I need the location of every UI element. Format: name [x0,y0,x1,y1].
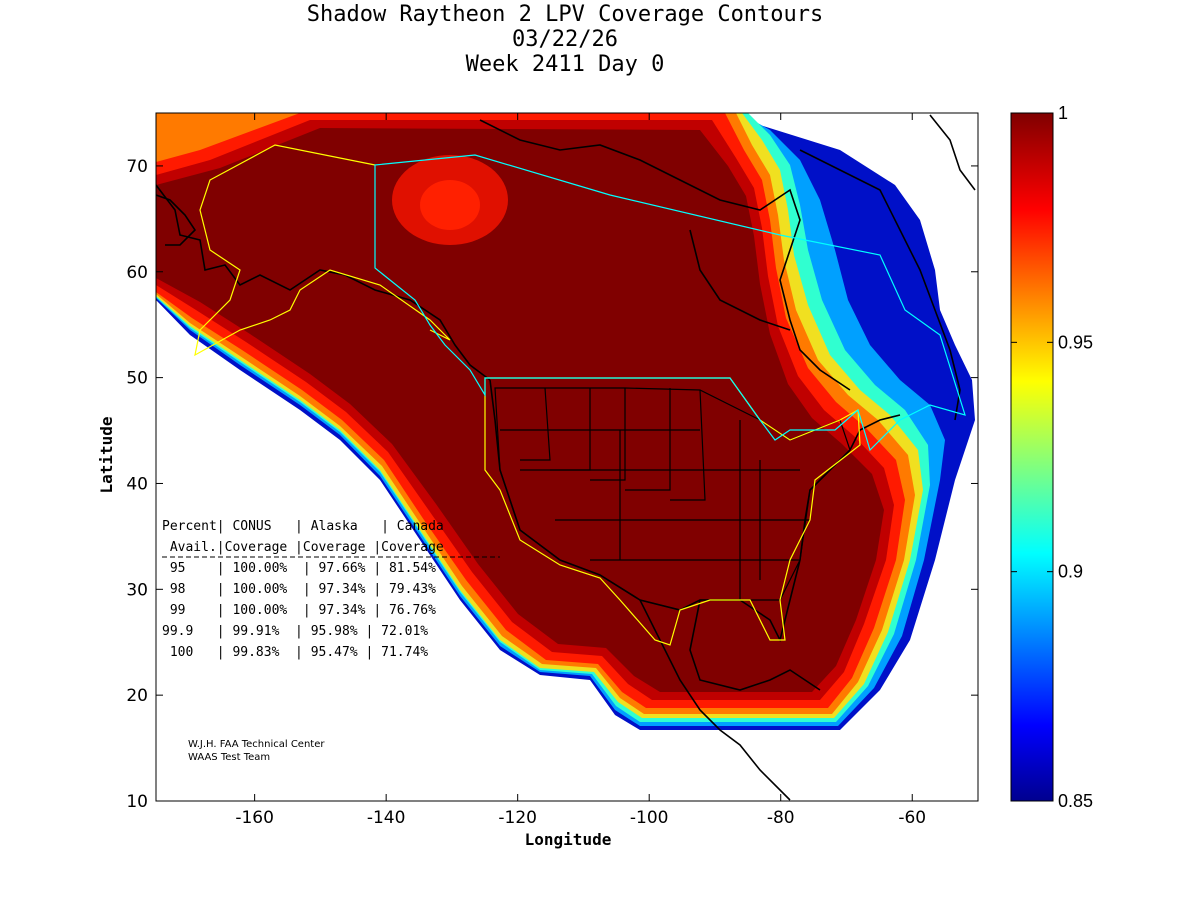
y-tick-label: 50 [126,369,148,389]
credit-line-2: WAAS Test Team [188,752,270,763]
colorbar-tick-label: 1 [1058,103,1068,123]
x-tick-label: -160 [235,808,274,828]
plot-frame [155,112,979,802]
y-axis-label: Latitude [97,416,116,493]
chart-date: 03/22/26 [512,27,618,52]
table-header-1: Percent| CONUS | Alaska | Canada [162,519,444,534]
x-tick-label: -120 [498,808,537,828]
table-header-2: Avail.|Coverage |Coverage |Coverage [162,540,444,555]
y-axis: 10 20 30 40 50 60 70 [126,157,978,812]
colorbar-tick-label: 0.85 [1058,791,1093,811]
table-row: 99.9 | 99.91% | 95.98% | 72.01% [162,624,428,639]
x-tick-label: -80 [767,808,795,828]
y-tick-label: 40 [126,474,148,494]
chart-title: Shadow Raytheon 2 LPV Coverage Contours [306,2,824,27]
table-row: 99 | 100.00% | 97.34% | 76.76% [162,603,436,618]
y-tick-label: 60 [126,263,148,283]
canada-outline [374,154,966,452]
colorbar-tick-label: 0.9 [1058,562,1083,582]
colorbar [1010,112,1054,802]
x-axis-label: Longitude [525,830,612,849]
contour-full-coverage [156,128,884,692]
x-tick-label: -100 [630,808,669,828]
colorbar-ticks: 1 0.95 0.9 0.85 [1011,103,1093,811]
table-row: 98 | 100.00% | 97.34% | 79.43% [162,582,436,597]
x-axis: -160 -140 -120 -100 -80 -60 [235,113,926,828]
table-row: 100 | 99.83% | 95.47% | 71.74% [162,645,428,660]
alaska-outline [194,144,451,357]
y-tick-label: 20 [126,686,148,706]
conus-outline [484,377,861,646]
x-tick-label: -60 [898,808,926,828]
x-tick-label: -140 [367,808,406,828]
colorbar-tick-label: 0.95 [1058,332,1093,352]
chart-week: Week 2411 Day 0 [465,52,665,77]
y-tick-label: 30 [126,580,148,600]
state-borders [494,387,851,611]
coverage-contours [156,113,975,730]
coverage-summary-table: Percent| CONUS | Alaska | Canada Avail.|… [162,519,500,660]
credit-line-1: W.J.H. FAA Technical Center [188,739,325,750]
y-tick-label: 10 [126,792,148,812]
y-tick-label: 70 [126,157,148,177]
table-row: 95 | 100.00% | 97.66% | 81.54% [162,561,436,576]
region-outlines [194,144,966,646]
